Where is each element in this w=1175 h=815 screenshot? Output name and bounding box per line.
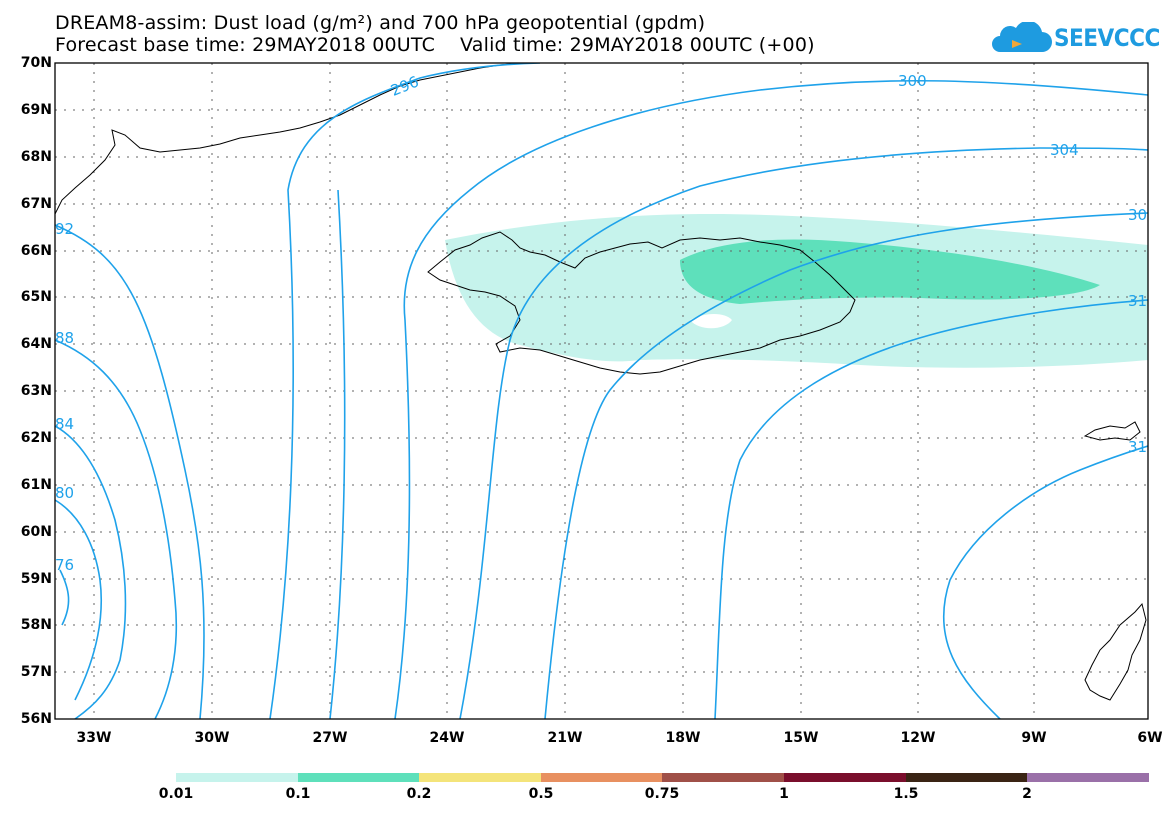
colorbar-segment [298, 773, 419, 782]
map-subtitle: Forecast base time: 29MAY2018 00UTC Vali… [55, 34, 815, 56]
lon-label: 12W [900, 730, 936, 746]
colorbar-label: 2 [1022, 786, 1032, 802]
lat-label: 60N [20, 524, 52, 540]
lon-label: 30W [194, 730, 230, 746]
lat-label: 67N [20, 196, 52, 212]
colorbar-segment [541, 773, 662, 782]
lat-label: 61N [20, 477, 52, 493]
contour-label-284: 84 [55, 415, 74, 433]
contour-label-312: 31 [1128, 292, 1147, 310]
colorbar-segment [784, 773, 906, 782]
contour-label-296: 296 [388, 72, 421, 99]
lat-label: 59N [20, 571, 52, 587]
lon-label: 21W [547, 730, 583, 746]
lon-label: 18W [665, 730, 701, 746]
lat-label: 58N [20, 617, 52, 633]
scotland-coastline [1084, 602, 1147, 701]
lat-label: 64N [20, 336, 52, 352]
lat-label: 66N [20, 243, 52, 259]
colorbar-segment [176, 773, 298, 782]
contour-label-280: 80 [55, 484, 74, 502]
colorbar-label: 1 [779, 786, 789, 802]
colorbar-label: 0.2 [406, 786, 432, 802]
colorbar-label: 0.1 [285, 786, 311, 802]
colorbar-label: 0.01 [158, 786, 194, 802]
contour-label-300: 300 [898, 72, 927, 90]
lon-label: 27W [312, 730, 348, 746]
lat-label: 56N [20, 711, 52, 727]
iceland-coastline [427, 231, 856, 375]
contour-label-304: 304 [1050, 141, 1079, 159]
colorbar-segment [1027, 773, 1149, 782]
colorbar-label: 0.75 [644, 786, 680, 802]
lon-label: 24W [429, 730, 465, 746]
lon-label: 6W [1137, 730, 1163, 746]
contour-label-288: 88 [55, 329, 74, 347]
lat-label: 68N [20, 149, 52, 165]
lon-label: 15W [783, 730, 819, 746]
colorbar-segment [419, 773, 541, 782]
lat-label: 65N [20, 289, 52, 305]
contour-label-276: 76 [55, 556, 74, 574]
contour-label-312-south: 31 [1128, 438, 1147, 456]
lat-label: 69N [20, 102, 52, 118]
contour-label-308: 30 [1128, 206, 1147, 224]
colorbar-segment [906, 773, 1027, 782]
lat-label: 70N [20, 55, 52, 71]
lon-label: 9W [1021, 730, 1047, 746]
cloud-icon [992, 22, 1052, 52]
lat-label: 62N [20, 430, 52, 446]
lat-label: 63N [20, 383, 52, 399]
contour-label-292: 92 [55, 220, 74, 238]
map-title: DREAM8-assim: Dust load (g/m²) and 700 h… [55, 12, 706, 34]
lat-label: 57N [20, 664, 52, 680]
dust-area-mid [680, 239, 1100, 304]
lon-label: 33W [76, 730, 112, 746]
greenland-coastline [55, 63, 521, 215]
colorbar-segment [662, 773, 784, 782]
faroe-coastline [1083, 421, 1141, 441]
colorbar-label: 0.5 [528, 786, 554, 802]
seevccc-logo: SEEVCCC [1054, 24, 1160, 52]
colorbar-label: 1.5 [893, 786, 919, 802]
